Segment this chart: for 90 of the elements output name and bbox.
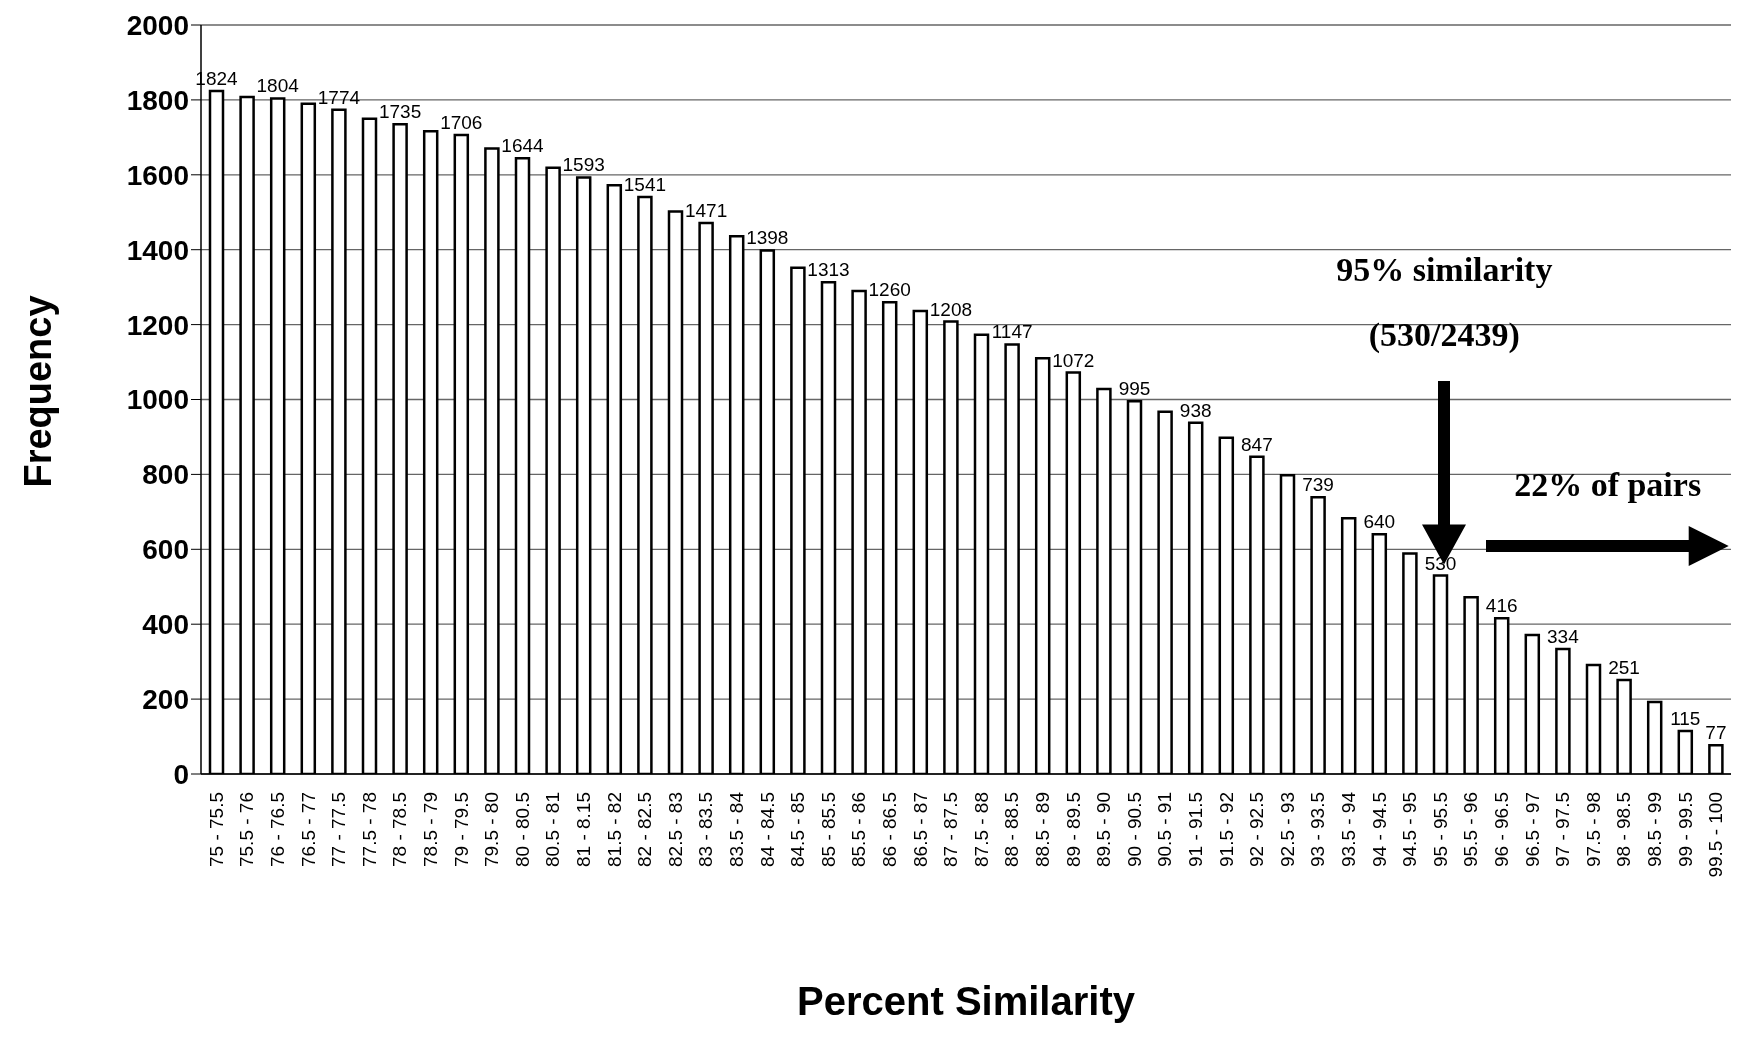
data-label: 1644 bbox=[501, 135, 545, 157]
y-tick-label: 400 bbox=[142, 609, 189, 641]
data-label: 251 bbox=[1608, 657, 1640, 678]
y-tick-label: 1600 bbox=[126, 159, 189, 191]
x-tick-label: 81 - 8.15 bbox=[573, 792, 594, 867]
y-tick-label: 600 bbox=[142, 534, 189, 566]
annotation: 95% similarity bbox=[1335, 251, 1554, 289]
data-label: 1398 bbox=[746, 227, 789, 249]
x-tick-label: 76 - 76.5 bbox=[267, 792, 288, 867]
data-label: 1541 bbox=[623, 173, 667, 195]
x-tick-label: 86 - 86.5 bbox=[879, 792, 900, 867]
x-tick-label: 96.5 - 97 bbox=[1521, 792, 1543, 867]
x-tick-label: 86.5 - 87 bbox=[909, 792, 931, 867]
x-axis-title: Percent Similarity bbox=[796, 979, 1136, 1024]
x-tick-label: 89.5 - 90 bbox=[1093, 792, 1115, 867]
y-tick-label: 200 bbox=[142, 684, 189, 716]
x-tick-label: 95.5 - 96 bbox=[1460, 792, 1482, 867]
x-tick-label: 87.5 - 88 bbox=[970, 792, 992, 867]
x-tick-label: 79 - 79.5 bbox=[450, 792, 472, 867]
x-tick-label: 84 - 84.5 bbox=[756, 792, 778, 867]
y-tick-label: 1800 bbox=[126, 84, 189, 116]
data-label: 1774 bbox=[317, 86, 361, 108]
data-label: 1804 bbox=[256, 75, 300, 97]
x-tick-label: 94.5 - 95 bbox=[1399, 792, 1421, 867]
data-label: 77 bbox=[1705, 722, 1727, 744]
y-tick-label: 2000 bbox=[126, 9, 189, 41]
data-label: 1471 bbox=[684, 200, 728, 222]
y-tick-label: 0 bbox=[173, 758, 189, 790]
x-tick-label: 92 - 92.5 bbox=[1246, 792, 1268, 867]
x-tick-label: 99.5 - 100 bbox=[1705, 792, 1727, 878]
x-tick-label: 97.5 - 98 bbox=[1582, 792, 1604, 867]
data-label: 995 bbox=[1118, 378, 1151, 400]
y-tick-label: 1200 bbox=[126, 309, 189, 341]
x-tick-label: 83.5 - 84 bbox=[726, 791, 747, 867]
x-tick-label: 88.5 - 89 bbox=[1032, 792, 1053, 867]
x-tick-label: 96 - 96.5 bbox=[1491, 792, 1512, 867]
y-tick-label: 1400 bbox=[126, 234, 189, 266]
data-label: 1072 bbox=[1052, 349, 1095, 371]
x-tick-label: 77 - 77.5 bbox=[328, 792, 350, 867]
data-label: 938 bbox=[1179, 399, 1212, 421]
data-label: 416 bbox=[1485, 595, 1518, 617]
data-label: 115 bbox=[1670, 707, 1701, 729]
x-tick-label: 93.5 - 94 bbox=[1338, 791, 1359, 867]
data-label: 1147 bbox=[991, 321, 1033, 343]
x-tick-label: 79.5 - 80 bbox=[481, 792, 503, 867]
data-label: 640 bbox=[1363, 511, 1396, 533]
x-tick-label: 90 - 90.5 bbox=[1123, 792, 1145, 867]
data-label: 1735 bbox=[378, 101, 422, 123]
annotation: (530/2439) bbox=[1367, 316, 1521, 354]
x-tick-label: 84.5 - 85 bbox=[787, 792, 809, 867]
data-label: 1313 bbox=[807, 259, 850, 281]
x-tick-label: 98.5 - 99 bbox=[1644, 792, 1665, 867]
data-label: 1260 bbox=[868, 279, 911, 301]
x-tick-label: 82 - 82.5 bbox=[634, 792, 656, 867]
x-tick-label: 94 - 94.5 bbox=[1368, 792, 1390, 867]
y-tick-label: 1000 bbox=[126, 384, 189, 416]
x-tick-label: 87 - 87.5 bbox=[940, 792, 962, 867]
data-label: 739 bbox=[1302, 474, 1334, 496]
x-tick-label: 93 - 93.5 bbox=[1307, 792, 1329, 867]
data-label: 334 bbox=[1547, 625, 1580, 647]
x-tick-label: 80.5 - 81 bbox=[542, 792, 564, 867]
x-tick-label: 77.5 - 78 bbox=[358, 792, 380, 867]
x-tick-label: 88 - 88.5 bbox=[1001, 792, 1023, 867]
x-tick-label: 90.5 - 91 bbox=[1154, 792, 1176, 867]
x-tick-label: 85 - 85.5 bbox=[817, 792, 839, 867]
x-tick-label: 95 - 95.5 bbox=[1429, 792, 1451, 867]
x-tick-label: 78.5 - 79 bbox=[420, 792, 441, 867]
x-tick-label: 97 - 97.5 bbox=[1552, 792, 1574, 867]
x-tick-label: 91 - 91.5 bbox=[1185, 792, 1206, 867]
x-tick-label: 98 - 98.5 bbox=[1613, 792, 1635, 867]
y-tick-label: 800 bbox=[142, 459, 189, 491]
x-tick-label: 92.5 - 93 bbox=[1276, 792, 1298, 867]
x-tick-label: 89 - 89.5 bbox=[1062, 792, 1084, 867]
x-tick-label: 82.5 - 83 bbox=[664, 792, 686, 867]
x-tick-label: 80 - 80.5 bbox=[511, 792, 533, 867]
x-tick-label: 83 - 83.5 bbox=[695, 792, 717, 867]
annotation: 22% of pairs bbox=[1513, 466, 1703, 504]
x-tick-label: 99 - 99.5 bbox=[1674, 792, 1696, 867]
x-tick-label: 81.5 - 82 bbox=[603, 792, 625, 867]
x-tick-label: 75.5 - 76 bbox=[236, 792, 258, 867]
x-tick-label: 75 - 75.5 bbox=[205, 792, 227, 867]
x-tick-label: 76.5 - 77 bbox=[297, 792, 319, 867]
data-label: 1706 bbox=[440, 112, 483, 134]
x-tick-label: 78 - 78.5 bbox=[389, 792, 411, 867]
data-label: 1208 bbox=[929, 298, 973, 320]
x-tick-label: 85.5 - 86 bbox=[848, 792, 870, 867]
data-label: 1593 bbox=[562, 154, 605, 176]
data-label: 847 bbox=[1241, 433, 1273, 455]
x-tick-label: 91.5 - 92 bbox=[1215, 792, 1237, 867]
y-axis-title: Frequency bbox=[16, 294, 60, 488]
